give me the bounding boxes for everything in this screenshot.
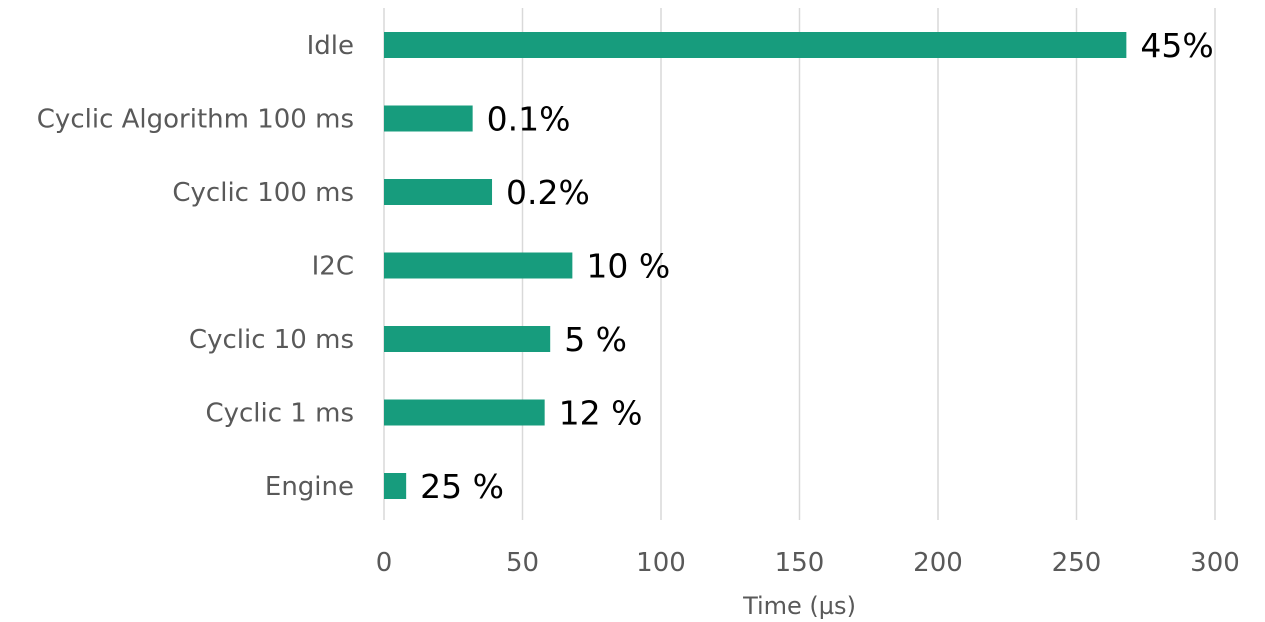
data-label-1: 0.1% bbox=[487, 100, 571, 139]
x-tick-label-150: 150 bbox=[775, 548, 825, 578]
data-label-2: 0.2% bbox=[506, 173, 590, 212]
bar-4 bbox=[384, 326, 551, 352]
bars bbox=[384, 32, 1127, 499]
category-label-6: Engine bbox=[265, 472, 354, 502]
category-label-1: Cyclic Algorithm 100 ms bbox=[37, 105, 354, 135]
category-label-3: I2C bbox=[312, 252, 354, 282]
x-tick-label-300: 300 bbox=[1190, 548, 1240, 578]
data-label-6: 25 % bbox=[420, 467, 504, 506]
bar-2 bbox=[384, 179, 493, 205]
data-label-4: 5 % bbox=[564, 320, 627, 359]
bar-3 bbox=[384, 252, 573, 279]
bar-1 bbox=[384, 105, 473, 132]
category-label-5: Cyclic 1 ms bbox=[205, 399, 354, 429]
x-tick-labels: 0 50 100 150 200 250 300 bbox=[376, 548, 1240, 578]
category-label-4: Cyclic 10 ms bbox=[189, 325, 354, 355]
category-label-0: Idle bbox=[307, 31, 354, 61]
x-axis-title: Time (µs) bbox=[742, 592, 856, 620]
x-tick-label-250: 250 bbox=[1052, 548, 1102, 578]
bar-6 bbox=[384, 473, 407, 499]
bar-5 bbox=[384, 399, 545, 426]
data-label-5: 12 % bbox=[559, 394, 643, 433]
data-labels: 45% 0.1% 0.2% 10 % 5 % 12 % 25 % bbox=[420, 26, 1214, 506]
x-tick-label-50: 50 bbox=[506, 548, 539, 578]
x-tick-label-100: 100 bbox=[636, 548, 686, 578]
data-label-0: 45% bbox=[1140, 26, 1213, 65]
x-tick-label-200: 200 bbox=[913, 548, 963, 578]
x-tick-label-0: 0 bbox=[376, 548, 393, 578]
bar-0 bbox=[384, 32, 1127, 58]
data-label-3: 10 % bbox=[586, 247, 670, 286]
grid-lines bbox=[383, 8, 1216, 520]
category-label-2: Cyclic 100 ms bbox=[172, 178, 354, 208]
category-labels: Idle Cyclic Algorithm 100 ms Cyclic 100 ms… bbox=[37, 31, 354, 502]
